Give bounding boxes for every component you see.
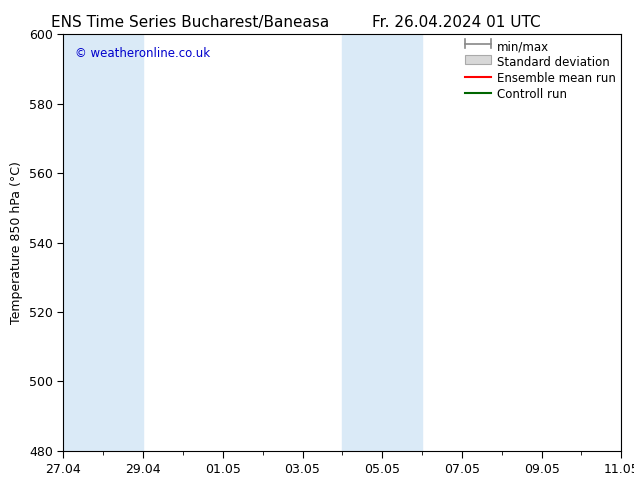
Legend: min/max, Standard deviation, Ensemble mean run, Controll run: min/max, Standard deviation, Ensemble me… [461,37,619,104]
Y-axis label: Temperature 850 hPa (°C): Temperature 850 hPa (°C) [10,161,23,324]
Text: © weatheronline.co.uk: © weatheronline.co.uk [75,47,210,60]
Bar [621,34,634,451]
Bar [342,34,422,451]
Text: Fr. 26.04.2024 01 UTC: Fr. 26.04.2024 01 UTC [372,15,541,30]
Bar [63,34,143,451]
Text: ENS Time Series Bucharest/Baneasa: ENS Time Series Bucharest/Baneasa [51,15,329,30]
